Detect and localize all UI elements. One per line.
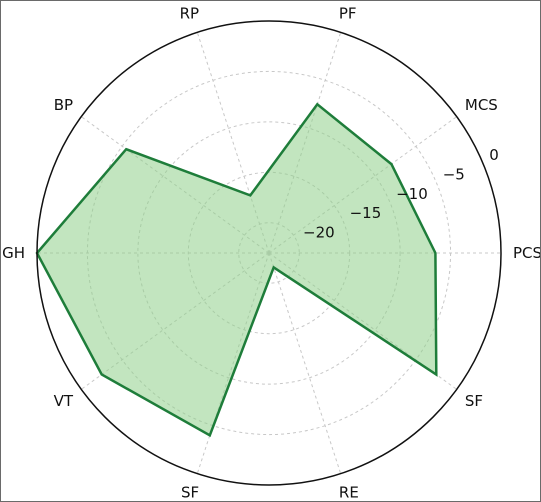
category-label-8: RE bbox=[339, 484, 359, 501]
category-label-4: BP bbox=[54, 96, 73, 114]
category-label-2: PF bbox=[339, 4, 357, 22]
series-0-area bbox=[37, 104, 437, 436]
category-label-5: GH bbox=[2, 244, 25, 262]
r-tick-label-4: 0 bbox=[489, 146, 499, 164]
category-label-9: SF bbox=[465, 392, 483, 410]
category-label-1: MCS bbox=[465, 96, 498, 114]
r-tick-label-3: −5 bbox=[443, 166, 465, 184]
r-tick-label-2: −10 bbox=[396, 185, 428, 203]
category-labels: PCS MCS PF RP BP GH VT SF RE SF bbox=[2, 4, 540, 501]
category-label-3: RP bbox=[180, 4, 199, 22]
r-tick-label-1: −15 bbox=[350, 204, 382, 222]
category-label-7: SF bbox=[181, 484, 199, 501]
category-label-0: PCS bbox=[513, 244, 540, 262]
outer-circle bbox=[36, 20, 502, 486]
category-label-6: VT bbox=[54, 392, 74, 410]
r-tick-label-0: −20 bbox=[303, 223, 335, 241]
radial-tick-labels: −20 −15 −10 −5 0 bbox=[303, 146, 499, 241]
spoke-8 bbox=[268, 252, 342, 474]
